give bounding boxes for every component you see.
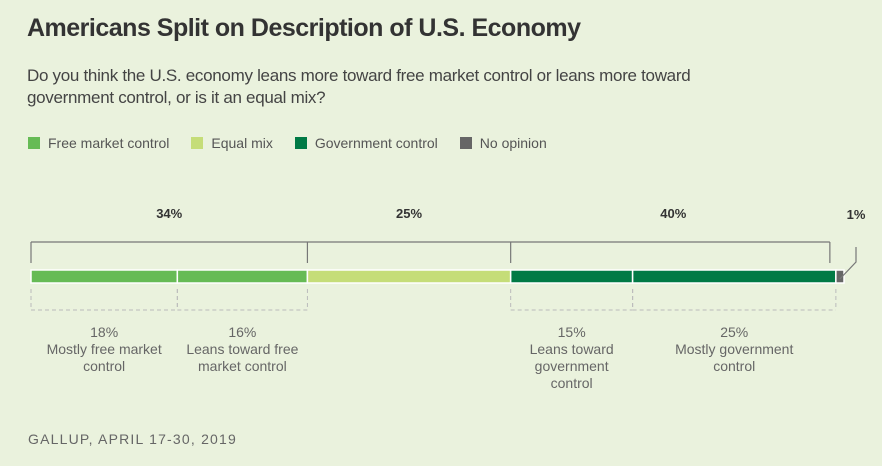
segment-category-label: Mostly government [675, 341, 793, 357]
legend-swatch-equal-mix [191, 137, 204, 149]
segment-category-label: market control [198, 358, 287, 374]
bar-segment [631, 269, 837, 284]
bar-segment [306, 269, 512, 284]
group-total-label: 34% [156, 206, 182, 221]
segment-category-label: Leans toward [530, 341, 614, 357]
segment-category-label: control [713, 358, 755, 374]
legend-swatch-government [294, 137, 307, 149]
segment-category-label: government [535, 358, 609, 374]
group-total-label: 1% [847, 207, 866, 222]
group-total-label: 25% [396, 206, 422, 221]
source-note: GALLUP, APRIL 17-30, 2019 [28, 431, 238, 447]
no-opinion-leader-line [839, 247, 857, 280]
segment-category-label: Leans toward free [186, 341, 298, 357]
legend-label: Equal mix [211, 135, 273, 151]
legend-swatch-free-market [28, 137, 40, 149]
segment-category-label: Mostly free market [47, 341, 162, 357]
segment-category-label: control [551, 375, 593, 391]
chart-subtitle: Do you think the U.S. economy leans more… [27, 66, 691, 107]
bar-segment [509, 269, 634, 284]
legend-label: Government control [314, 135, 438, 151]
bar-segment [176, 269, 309, 284]
legend: Free market control Equal mix Government… [28, 135, 569, 151]
chart-title: Americans Split on Description of U.S. E… [27, 14, 581, 42]
legend-label: Free market control [48, 135, 170, 151]
legend-item-free-market: Free market control [28, 135, 169, 151]
bar-segment [30, 269, 179, 284]
legend-swatch-no-opinion [459, 137, 472, 149]
segment-value-label: 18% [90, 324, 118, 340]
group-total-label: 40% [660, 206, 686, 221]
segment-value-label: 15% [558, 324, 586, 340]
legend-item-no-opinion: No opinion [459, 135, 547, 151]
segment-value-label: 16% [228, 324, 256, 340]
legend-label: No opinion [479, 135, 547, 151]
legend-item-equal-mix: Equal mix [191, 135, 273, 151]
legend-item-government: Government control [294, 135, 438, 151]
bar-segment [835, 269, 845, 284]
segment-category-label: control [83, 358, 125, 374]
segment-value-label: 25% [720, 324, 748, 340]
